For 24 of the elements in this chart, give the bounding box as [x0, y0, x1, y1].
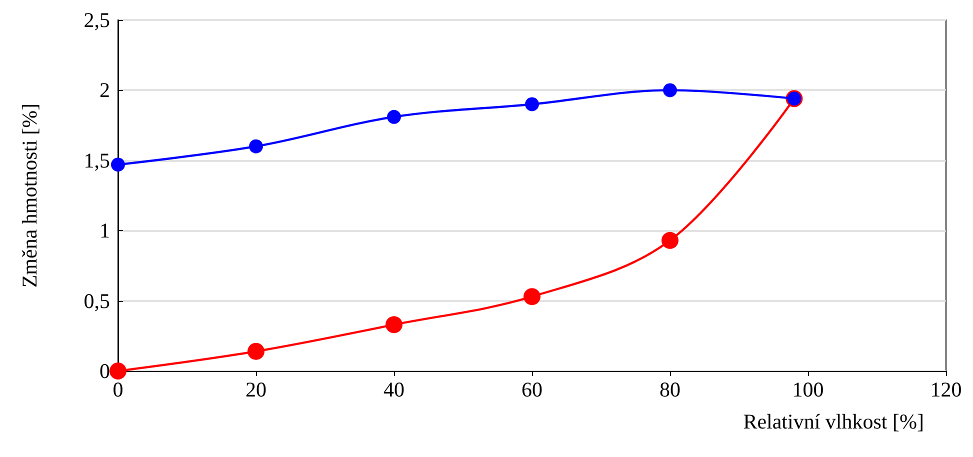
point	[524, 288, 540, 306]
x-tick-label: 20	[246, 378, 266, 402]
y-tick-label: 0,5	[84, 288, 110, 313]
point	[386, 316, 402, 334]
x-tick-label: 60	[522, 378, 542, 402]
x-tick-label: 80	[660, 378, 680, 402]
y-tick-label: 2	[100, 78, 110, 102]
point	[387, 110, 401, 124]
x-tick-label: 100	[792, 378, 824, 402]
point	[525, 97, 539, 112]
x-axis-title: Relativní vlhkost [%]	[743, 410, 924, 434]
point	[249, 139, 263, 154]
y-tick-label: 1,5	[84, 148, 110, 172]
x-tick-label: 120	[930, 378, 962, 402]
point	[248, 342, 264, 360]
y-tick-label: 2,5	[84, 8, 110, 32]
point	[662, 232, 678, 249]
point	[663, 83, 677, 98]
y-tick-label: 1	[100, 218, 110, 243]
point	[111, 158, 125, 172]
x-tick-label: 40	[384, 378, 404, 402]
point	[110, 362, 126, 380]
y-tick-label: 0	[100, 359, 110, 383]
y-axis-title: Změna hmotnosti [%]	[18, 103, 42, 288]
